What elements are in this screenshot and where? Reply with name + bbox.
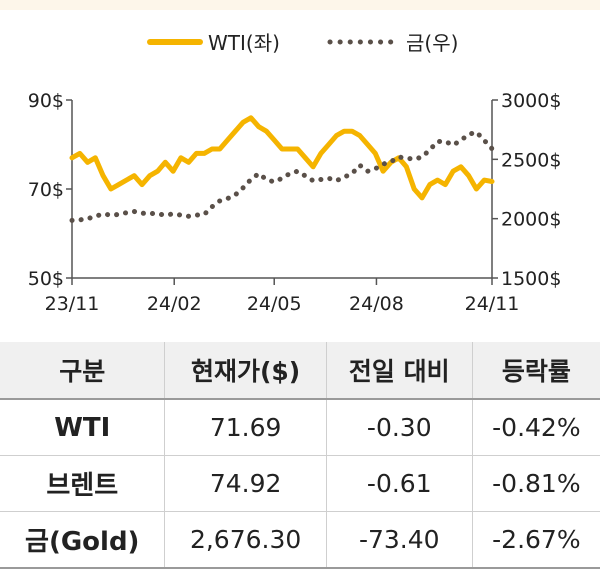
series-line-gold xyxy=(69,129,495,223)
row-change: -0.61 xyxy=(325,455,473,512)
oil-gold-line-chart: WTI(좌) 금(우) 90$ 70$ 50$ 3000$ 2500$ 2000$ 1500… xyxy=(28,31,562,315)
header-rate: 등락률 xyxy=(471,342,600,400)
row-rate: -2.67% xyxy=(471,511,600,569)
y-left-tick-label: 90$ xyxy=(28,90,64,112)
x-tick-label: 23/11 xyxy=(45,293,100,315)
row-rate: -0.42% xyxy=(471,399,600,456)
chart-legend: WTI(좌) 금(우) xyxy=(147,31,458,55)
legend-label-wti: WTI(좌) xyxy=(208,31,280,55)
y-right-tick-label: 2500$ xyxy=(501,149,561,171)
header-price: 현재가($) xyxy=(164,342,327,400)
y-right-tick-label: 1500$ xyxy=(501,268,561,290)
y-left-tick-label: 70$ xyxy=(28,179,64,201)
row-change: -0.30 xyxy=(325,399,473,456)
chart-axes: 90$ 70$ 50$ 3000$ 2500$ 2000$ 1500$ 23/11 24/02 2… xyxy=(28,90,562,315)
header-change: 전일 대비 xyxy=(325,342,473,400)
row-price: 74.92 xyxy=(164,455,327,512)
row-price: 71.69 xyxy=(164,399,327,456)
top-strip xyxy=(0,0,600,10)
row-change: -73.40 xyxy=(325,511,473,569)
row-price: 2,676.30 xyxy=(164,511,327,569)
row-name: WTI xyxy=(0,399,165,456)
y-left-tick-label: 50$ xyxy=(28,268,64,290)
series-line-wti xyxy=(69,115,495,201)
header-category: 구분 xyxy=(0,342,165,400)
x-tick-label: 24/08 xyxy=(349,293,404,315)
row-name: 브렌트 xyxy=(0,455,165,512)
legend-label-gold: 금(우) xyxy=(406,31,458,55)
x-tick-label: 24/02 xyxy=(147,293,202,315)
price-table: 구분 현재가($) 전일 대비 등락률 WTI 71.69 -0.30 -0.4… xyxy=(0,342,600,569)
x-tick-label: 24/05 xyxy=(247,293,302,315)
table-row: WTI 71.69 -0.30 -0.42% xyxy=(0,399,600,456)
table-row: 금(Gold) 2,676.30 -73.40 -2.67% xyxy=(0,511,600,569)
chart-series xyxy=(69,115,495,223)
table-row: 브렌트 74.92 -0.61 -0.81% xyxy=(0,455,600,512)
row-rate: -0.81% xyxy=(471,455,600,512)
x-tick-label: 24/11 xyxy=(465,293,520,315)
y-right-tick-label: 2000$ xyxy=(501,209,561,231)
table-header-row: 구분 현재가($) 전일 대비 등락률 xyxy=(0,342,600,400)
row-name: 금(Gold) xyxy=(0,511,165,569)
y-right-tick-label: 3000$ xyxy=(501,90,561,112)
